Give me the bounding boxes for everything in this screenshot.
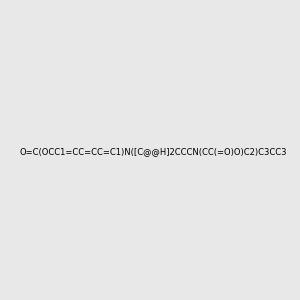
Text: O=C(OCC1=CC=CC=C1)N([C@@H]2CCCN(CC(=O)O)C2)C3CC3: O=C(OCC1=CC=CC=C1)N([C@@H]2CCCN(CC(=O)O)… [20,147,287,156]
